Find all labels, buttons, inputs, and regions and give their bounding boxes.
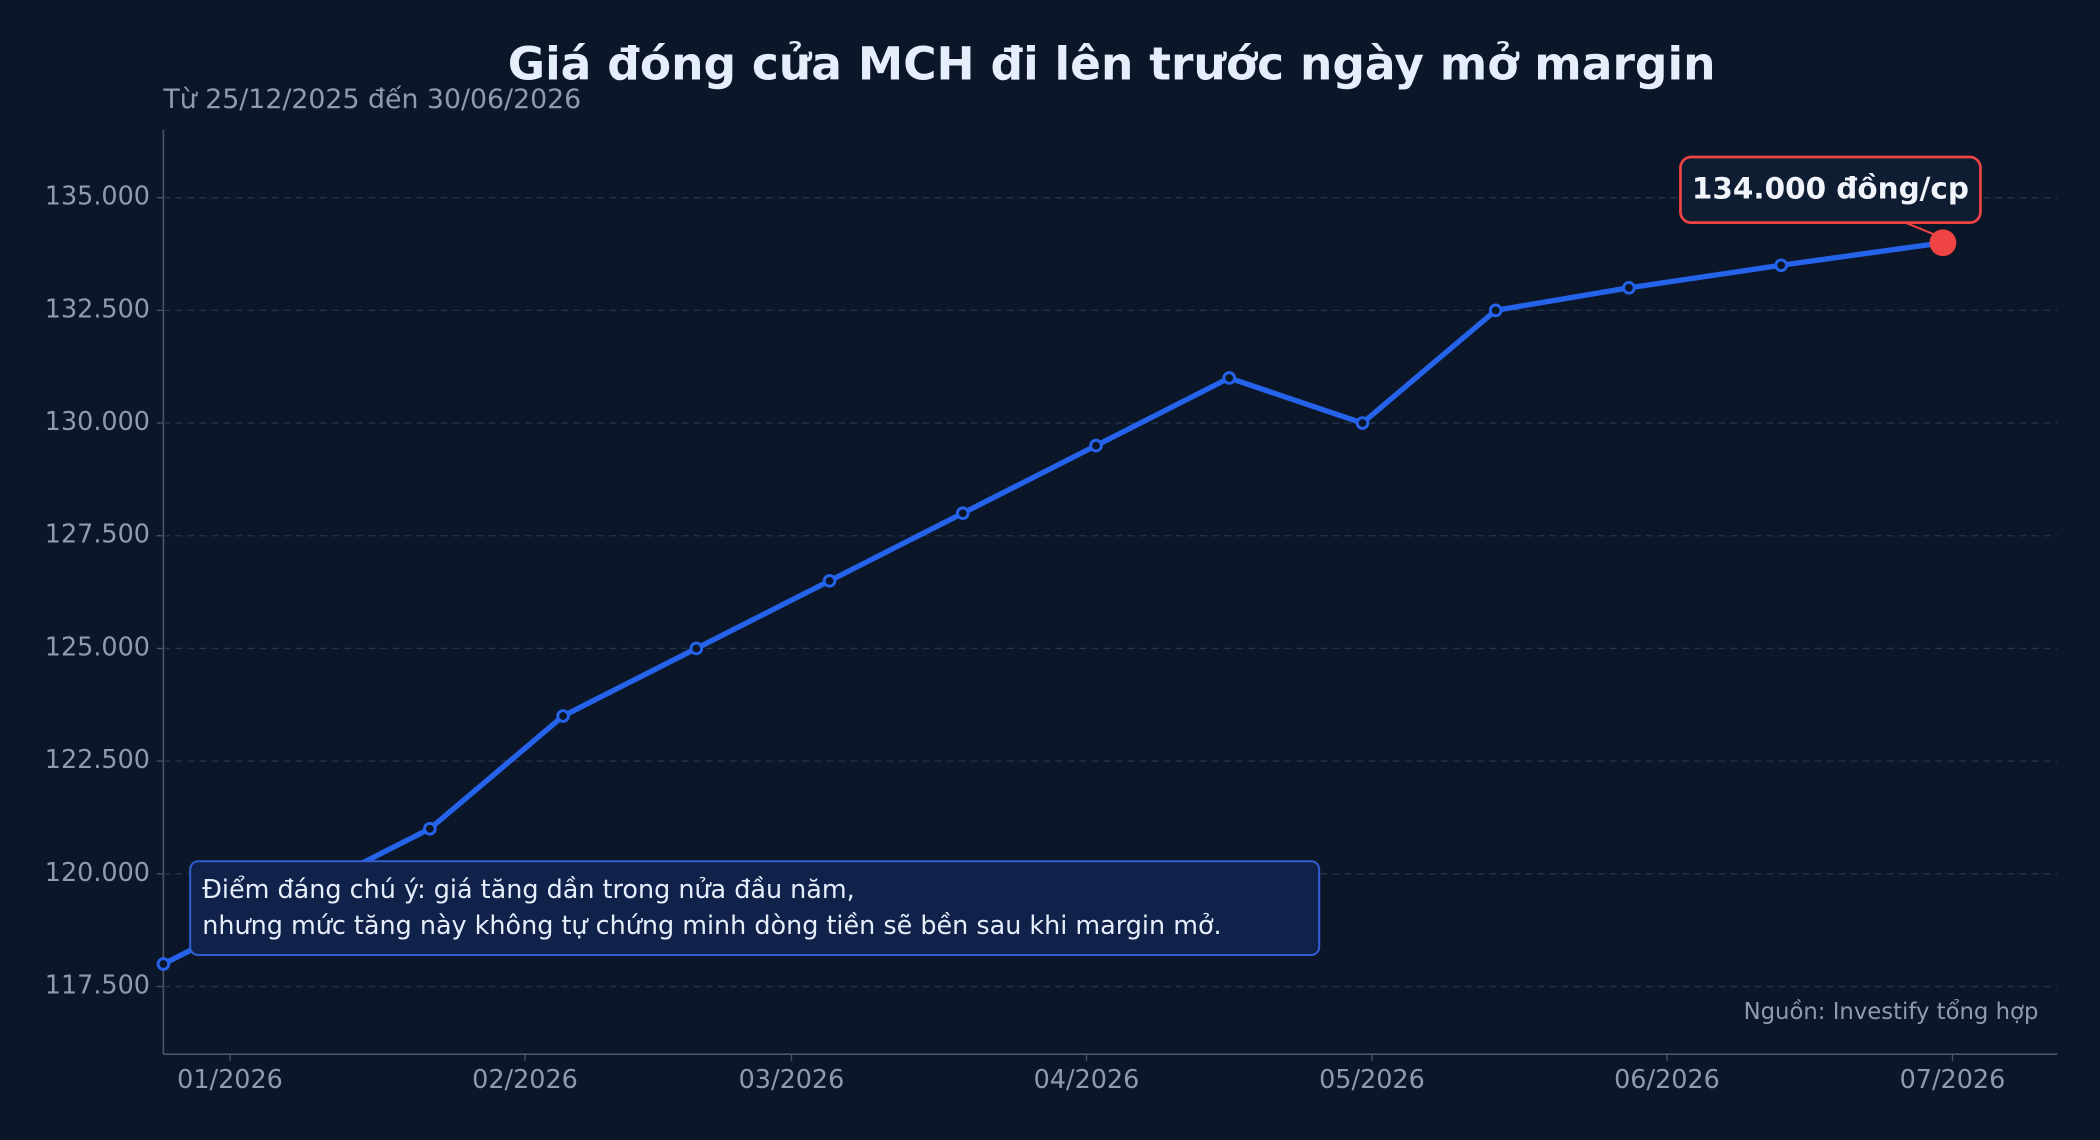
point (1222, 371, 1237, 385)
line (162, 240, 1944, 967)
callout-box (1679, 155, 1982, 224)
y-tick-label: 125.000 (45, 631, 150, 661)
point (955, 506, 970, 521)
source: Nguồn: Investify tổng hợp (1744, 999, 2039, 1025)
x-tick-label: 02/2026 (472, 1064, 578, 1094)
chart-subtitle: Từ 25/12/2025 đến 30/06/2026 (162, 84, 581, 115)
value-label: 134.000 đồng/cp (1692, 171, 1969, 205)
point (1774, 258, 1788, 273)
point (556, 709, 570, 723)
x-tick-label: 07/2026 (1900, 1064, 2006, 1094)
y-tick-label: 117.500 (45, 970, 150, 1000)
point (1089, 438, 1103, 453)
point (156, 957, 171, 971)
y-tick-label: 132.500 (45, 293, 150, 323)
y-tick-label: 127.500 (45, 519, 150, 549)
x-tick-label: 01/2026 (177, 1064, 283, 1094)
highlight-point (1929, 229, 1957, 257)
callout-arrow (1905, 221, 1936, 236)
y-tick-label: 122.500 (45, 744, 150, 774)
x-tick-label: 04/2026 (1034, 1064, 1140, 1094)
point (1355, 416, 1370, 430)
note-box (189, 860, 1321, 957)
y-tick-label: 135.000 (45, 181, 150, 211)
point (423, 821, 437, 836)
point (1622, 280, 1636, 295)
note-line: Điểm đáng chú ý: giá tăng dần trong nửa … (202, 874, 855, 904)
x-tick-label: 03/2026 (739, 1064, 845, 1094)
x-tick-label: 05/2026 (1319, 1064, 1425, 1094)
note-line: nhưng mức tăng này không tự chứng minh d… (202, 910, 1221, 940)
chart-title: Giá đóng cửa MCH đi lên trước ngày mở ma… (508, 38, 1716, 91)
point (822, 573, 837, 588)
x-tick-label: 06/2026 (1614, 1064, 1720, 1094)
point (1488, 303, 1503, 318)
y-tick-label: 130.000 (45, 406, 150, 436)
y-tick-label: 120.000 (45, 857, 150, 887)
point (689, 641, 704, 656)
